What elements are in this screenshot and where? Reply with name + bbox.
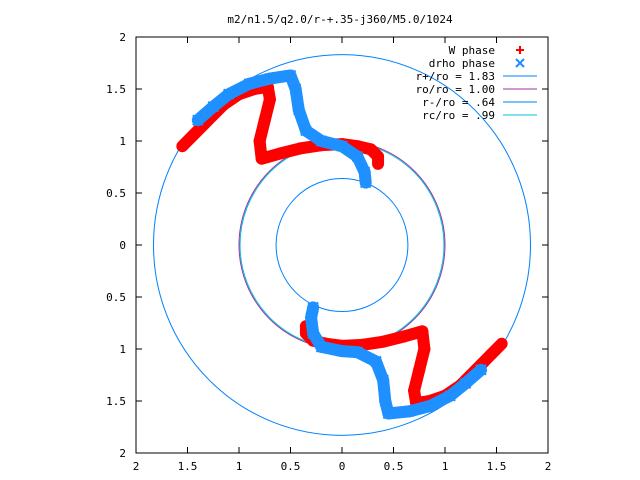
x-tick-label: 2 bbox=[133, 460, 140, 473]
legend-label: W phase bbox=[449, 44, 495, 57]
data-point bbox=[475, 364, 487, 376]
data-point bbox=[358, 166, 371, 178]
data-point bbox=[403, 405, 415, 418]
data-point bbox=[222, 88, 235, 100]
legend-marker bbox=[515, 58, 525, 68]
x-tick-label: 1.5 bbox=[487, 460, 507, 473]
data-point bbox=[351, 346, 364, 358]
y-tick-label: 1.5 bbox=[106, 83, 126, 96]
legend-label: drho phase bbox=[429, 57, 495, 70]
legend-label: ro/ro = 1.00 bbox=[416, 83, 495, 96]
w-phase-series bbox=[176, 80, 508, 410]
data-point bbox=[192, 114, 204, 126]
data-point bbox=[243, 78, 256, 90]
legend-label: r-/ro = .64 bbox=[422, 96, 495, 109]
x-tick-label: 0 bbox=[339, 460, 346, 473]
x-tick-label: 2 bbox=[545, 460, 552, 473]
legend-label: rc/ro = .99 bbox=[422, 109, 495, 122]
data-point bbox=[382, 407, 395, 420]
data-point bbox=[370, 355, 382, 368]
x-tick-label: 1 bbox=[236, 460, 243, 473]
data-point bbox=[293, 104, 305, 116]
data-point bbox=[307, 301, 319, 314]
data-point bbox=[336, 345, 348, 357]
x-tick-label: 1.5 bbox=[178, 460, 198, 473]
data-point bbox=[444, 390, 456, 402]
y-tick-label: 0.5 bbox=[106, 187, 126, 200]
data-point bbox=[377, 374, 389, 386]
reference-circle bbox=[239, 141, 445, 349]
legend-label: r+/ro = 1.83 bbox=[416, 70, 495, 83]
x-tick-label: 0.5 bbox=[281, 460, 301, 473]
data-point bbox=[284, 69, 297, 82]
reference-circle bbox=[153, 54, 531, 436]
data-point bbox=[315, 135, 328, 147]
x-tick-label: 0.5 bbox=[384, 460, 404, 473]
data-point bbox=[264, 72, 276, 85]
y-tick-label: 1 bbox=[119, 135, 126, 148]
data-point bbox=[289, 83, 302, 95]
data-point bbox=[359, 176, 372, 189]
x-tick-label: 1 bbox=[442, 460, 449, 473]
series-band-segment bbox=[358, 166, 372, 189]
y-tick-label: 0.5 bbox=[106, 291, 126, 304]
data-point bbox=[379, 395, 391, 407]
data-point bbox=[351, 150, 364, 163]
y-tick-label: 1.5 bbox=[106, 395, 126, 408]
reference-circle bbox=[275, 177, 409, 313]
data-point bbox=[315, 341, 328, 353]
data-series bbox=[176, 69, 508, 420]
data-point bbox=[336, 140, 348, 152]
drho-phase-series bbox=[191, 69, 488, 420]
chart-title: m2/n1.5/q2.0/r-+.35-j360/M5.0/1024 bbox=[227, 13, 453, 26]
data-point bbox=[307, 327, 319, 340]
y-tick-label: 0 bbox=[119, 239, 126, 252]
y-tick-label: 2 bbox=[119, 447, 126, 460]
data-point bbox=[423, 400, 436, 412]
data-point bbox=[459, 377, 472, 390]
data-point bbox=[207, 100, 219, 113]
data-point bbox=[300, 124, 312, 137]
y-tick-label: 1 bbox=[119, 343, 126, 356]
y-tick-label: 2 bbox=[119, 31, 126, 44]
data-point bbox=[305, 312, 317, 324]
